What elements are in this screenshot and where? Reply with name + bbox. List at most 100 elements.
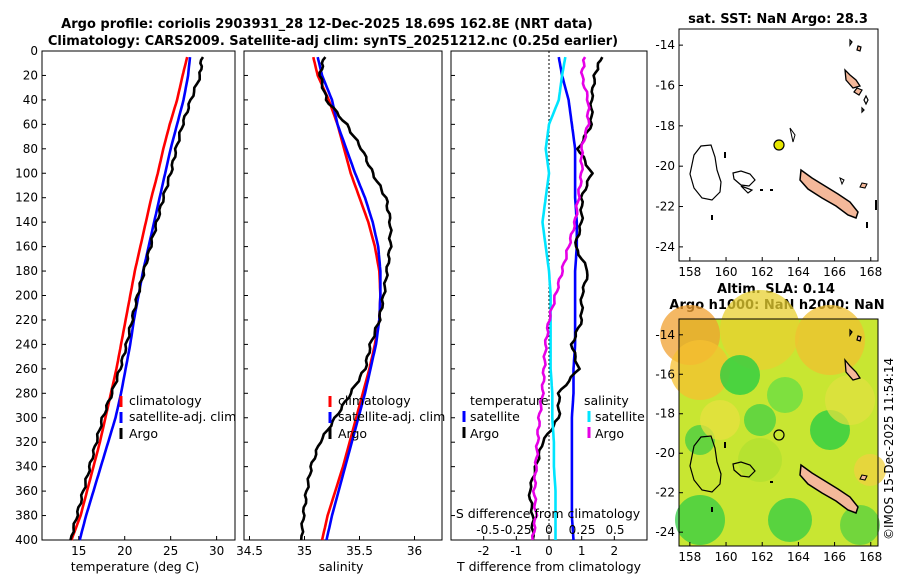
map-lat-tick-label: -22	[655, 200, 675, 214]
map-lon-tick-label: 164	[787, 550, 810, 564]
map-lat-tick-label: -24	[655, 525, 675, 539]
salinity-legend-sat: satellite-adj. clim	[338, 409, 445, 424]
depth-tick-label: 240	[15, 337, 38, 351]
map-lat-tick-label: -14	[655, 328, 675, 342]
salinity-xtick-label: 35	[297, 544, 312, 558]
salinity-series-climatology	[312, 56, 382, 541]
depth-tick-label: 100	[15, 166, 38, 180]
s-difference-tick-label: 0.5	[605, 523, 624, 537]
sla-field-patch	[675, 495, 725, 545]
map-lon-tick-label: 166	[823, 265, 846, 279]
temperature-series-argo	[69, 56, 205, 541]
depth-tick-label: 300	[15, 411, 38, 425]
sst-map-title: sat. SST: NaN Argo: 28.3	[688, 12, 868, 27]
difference-series-salinity-argo	[530, 56, 591, 541]
depth-tick-label: 220	[15, 313, 38, 327]
figure-title-line2: Climatology: CARS2009. Satellite-adj cli…	[48, 34, 618, 49]
sla-field-patch	[700, 400, 740, 440]
temperature-legend-argo: Argo	[129, 426, 158, 441]
depth-tick-label: 60	[23, 117, 38, 131]
sla-land-grande-terre	[799, 463, 859, 514]
map-lat-tick-label: -18	[655, 407, 675, 421]
depth-tick-label: 140	[15, 215, 38, 229]
sst-land-grande-terre	[799, 168, 859, 219]
depth-tick-label: 340	[15, 460, 38, 474]
sst-reef-outline	[689, 144, 722, 201]
diff-legend-sal-sat: satellite	[595, 409, 645, 424]
depth-tick-label: 120	[15, 191, 38, 205]
depth-tick-label: 400	[15, 533, 38, 547]
map-lat-tick-label: -24	[655, 240, 675, 254]
diff-legend-sal-argo: Argo	[595, 426, 624, 441]
map-lat-tick-label: -22	[655, 486, 675, 500]
difference-xtick-label: -2	[478, 544, 490, 558]
depth-tick-label: 200	[15, 289, 38, 303]
sla-field-patch	[795, 305, 865, 375]
diff-legend-temp-title: temperature	[470, 393, 549, 408]
t-difference-xlabel: T difference from climatology	[456, 559, 642, 574]
temperature-xtick-label: 15	[71, 544, 86, 558]
map-lon-tick-label: 168	[859, 550, 882, 564]
salinity-xlabel: salinity	[319, 559, 364, 574]
temperature-xlabel: temperature (deg C)	[71, 559, 200, 574]
sla-field-patch	[744, 404, 776, 436]
sla-field-patch	[720, 355, 760, 395]
map-lon-tick-label: 166	[823, 550, 846, 564]
temperature-panel: 15 20 25 30 0 20 40 60 80 100 120 140 160 180 200 220 2…	[15, 44, 455, 574]
depth-tick-label: 0	[30, 44, 38, 58]
sla-field-patch	[738, 438, 782, 482]
sla-map: Altim. SLA: 0.14 Argo h1000: NaN h2000: …	[655, 282, 886, 564]
temperature-xtick-label: 30	[209, 544, 224, 558]
depth-tick-label: 180	[15, 264, 38, 278]
sst-land-vanuatu	[844, 68, 862, 89]
temperature-legend-sat: satellite-adj. clim	[129, 409, 236, 424]
difference-series-salinity-satellite	[541, 56, 567, 540]
map-lat-tick-label: -14	[655, 38, 675, 52]
salinity-axes-box	[243, 50, 443, 541]
temperature-series-climatology	[70, 56, 189, 541]
salinity-xtick-label: 35.5	[346, 544, 373, 558]
depth-tick-label: 260	[15, 362, 38, 376]
sla-field-patch	[768, 498, 812, 542]
imos-watermark: ©IMOS 15-Dec-2025 11:54:14	[882, 358, 896, 540]
s-difference-tick-label: -0.25	[500, 523, 531, 537]
figure-title-line1: Argo profile: coriolis 2903931_28 12-Dec…	[61, 17, 593, 32]
sla-field-patch	[767, 377, 803, 413]
sst-float-marker	[773, 139, 785, 151]
depth-tick-label: 320	[15, 435, 38, 449]
salinity-series-argo	[299, 56, 393, 541]
salinity-xtick-label: 34.5	[236, 544, 263, 558]
diff-legend-temp-argo: Argo	[470, 426, 499, 441]
s-difference-tick-label: -0.5	[476, 523, 499, 537]
map-lon-tick-label: 168	[859, 265, 882, 279]
map-lat-tick-label: -20	[655, 159, 675, 173]
depth-tick-label: 380	[15, 509, 38, 523]
map-lat-tick-label: -16	[655, 78, 675, 92]
sla-float-marker	[773, 429, 785, 441]
sla-field-patch	[825, 375, 875, 425]
temperature-xtick-label: 20	[117, 544, 132, 558]
map-lat-tick-label: -20	[655, 446, 675, 460]
map-lon-tick-label: 160	[715, 550, 738, 564]
salinity-legend: climatology satellite-adj. clim Argo	[328, 393, 445, 441]
depth-tick-label: 160	[15, 240, 38, 254]
temperature-xtick-label: 25	[163, 544, 178, 558]
salinity-panel: 34.5 35 35.5 36 salinity climatology satell…	[236, 50, 445, 574]
salinity-xtick-label: 36	[407, 544, 422, 558]
diff-legend-sal-title: salinity	[584, 393, 629, 408]
map-lon-tick-label: 164	[787, 265, 810, 279]
sst-map: sat. SST: NaN Argo: 28.3 158 160 162 164 166…	[655, 12, 882, 279]
map-lon-tick-label: 162	[751, 550, 774, 564]
map-lat-tick-label: -16	[655, 367, 675, 381]
map-lon-tick-label: 160	[715, 265, 738, 279]
sla-field-patch	[840, 505, 880, 545]
diff-legend-temp-sat: satellite	[470, 409, 520, 424]
temperature-legend: climatology satellite-adj. clim Argo	[119, 393, 236, 441]
difference-xtick-label: 2	[611, 544, 619, 558]
difference-xtick-label: 1	[578, 544, 586, 558]
difference-series-temperature-argo	[527, 56, 604, 541]
depth-tick-label: 80	[23, 142, 38, 156]
map-lat-tick-label: -18	[655, 119, 675, 133]
depth-tick-label: 40	[23, 93, 38, 107]
